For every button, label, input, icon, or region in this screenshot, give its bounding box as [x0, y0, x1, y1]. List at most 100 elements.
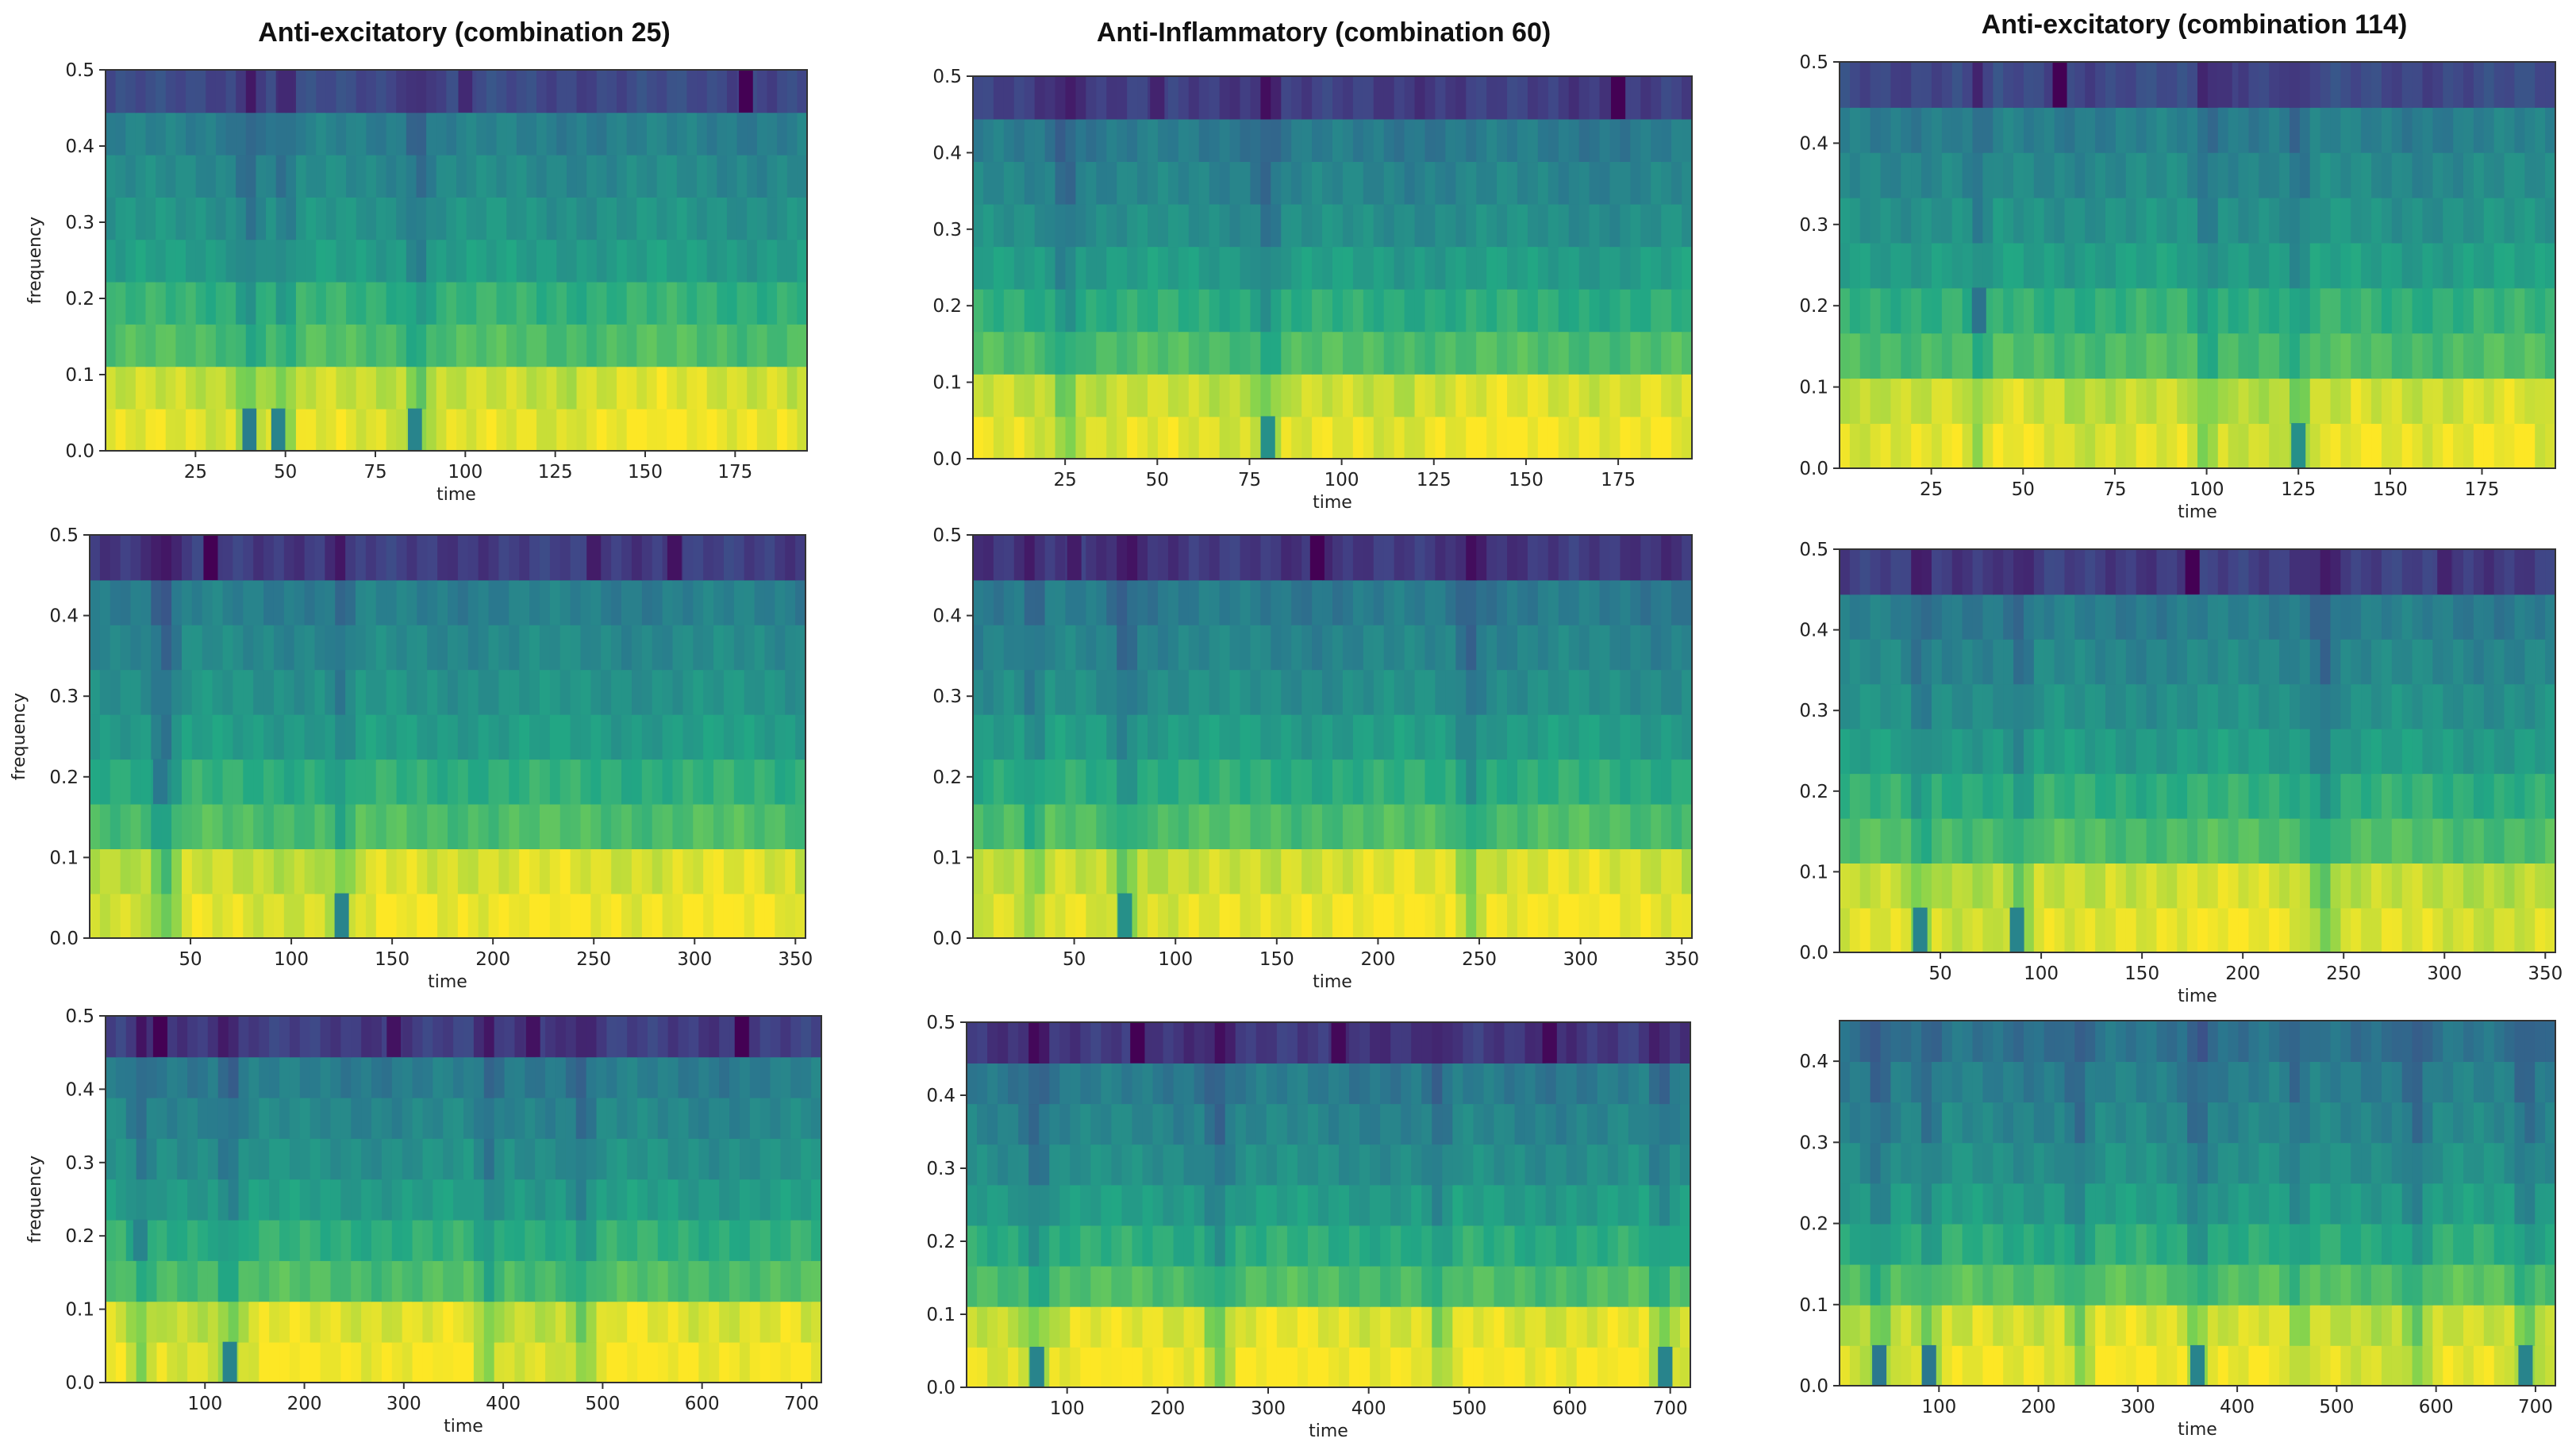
heatmap-cell [744, 893, 755, 939]
heatmap-cell [361, 1179, 372, 1221]
heatmap-cell [1671, 759, 1682, 805]
heatmap-cell [1640, 161, 1652, 205]
heatmap-cell [310, 1219, 321, 1261]
heatmap-cell [2504, 106, 2516, 153]
heatmap-cell [1671, 118, 1682, 163]
heatmap-cell [1972, 773, 1984, 819]
heatmap-cell [2238, 152, 2250, 198]
heatmap-cell [1312, 416, 1323, 460]
heatmap-cell [310, 1138, 321, 1180]
heatmap-cell [1404, 669, 1416, 715]
heatmap-cell [371, 1301, 383, 1343]
heatmap-cell [2483, 106, 2495, 153]
heatmap-cell [1260, 76, 1272, 120]
heatmap-cell [120, 579, 132, 625]
heatmap-cell [652, 535, 663, 581]
heatmap-cell [1620, 759, 1632, 805]
heatmap-cell [1941, 333, 1953, 379]
heatmap-cell [703, 535, 714, 581]
heatmap-cell [453, 1219, 464, 1261]
heatmap-cell [1127, 624, 1138, 671]
heatmap-cell [217, 1219, 229, 1261]
heatmap-cell [719, 1219, 730, 1261]
heatmap-cell [417, 669, 429, 715]
heatmap-cell [1157, 118, 1169, 163]
heatmap-cell [2340, 333, 2352, 379]
heatmap-cell [125, 1138, 137, 1180]
heatmap-cell [346, 239, 357, 283]
heatmap-cell [646, 239, 658, 283]
heatmap-cell [1157, 416, 1169, 460]
heatmap-cell [273, 535, 285, 581]
heatmap-cell [2085, 594, 2097, 640]
heatmap-cell [1558, 118, 1570, 163]
heatmap-cell [1096, 803, 1108, 850]
heatmap-cell [1517, 579, 1528, 625]
heatmap-cell [476, 112, 487, 156]
heatmap-cell [2033, 152, 2045, 198]
heatmap-cell [2207, 378, 2219, 425]
heatmap-cell [2545, 817, 2556, 864]
heatmap-cell [2146, 594, 2158, 640]
heatmap-cell [1599, 624, 1611, 671]
heatmap-cell [1414, 288, 1426, 333]
heatmap-cell [2524, 197, 2536, 244]
heatmap-cell [1044, 713, 1056, 760]
heatmap-cell [386, 112, 398, 156]
heatmap-cell [1373, 579, 1385, 625]
heatmap-cell [245, 239, 257, 283]
heatmap-cell [2340, 638, 2352, 685]
heatmap-cell [283, 713, 295, 760]
heatmap-cell [1178, 624, 1190, 671]
heatmap-cell [1630, 246, 1642, 290]
heatmap-cell [516, 197, 528, 240]
heatmap-cell [1148, 893, 1159, 939]
heatmap-cell [2167, 106, 2178, 153]
heatmap-cell [310, 1301, 321, 1343]
heatmap-cell [1307, 1184, 1319, 1226]
y-tick-label: 0.0 [932, 929, 962, 949]
heatmap-cell [1442, 1225, 1454, 1267]
heatmap-cell [406, 803, 418, 850]
heatmap-cell [2299, 773, 2311, 819]
heatmap-cell [386, 893, 398, 939]
heatmap-cell [811, 1097, 822, 1139]
heatmap-cell [519, 893, 530, 939]
heatmap-cell [1497, 848, 1508, 894]
heatmap-cell [356, 803, 367, 850]
heatmap-cell [987, 1184, 998, 1226]
heatmap-cell [1982, 62, 1994, 108]
heatmap-cell [606, 1179, 618, 1221]
heatmap-cell [2483, 773, 2495, 819]
heatmap-cell [1517, 713, 1528, 760]
heatmap-cell [1911, 863, 1922, 909]
heatmap-cell [1096, 118, 1108, 163]
heatmap-cell [1183, 1306, 1195, 1348]
heatmap-cell [739, 1341, 751, 1383]
heatmap-cell [1962, 728, 1974, 775]
heatmap-cell [1229, 118, 1241, 163]
heatmap-cell [504, 1016, 516, 1058]
heatmap-cell [1972, 907, 1984, 953]
heatmap-cell [2095, 62, 2106, 108]
heatmap-cell [406, 669, 418, 715]
heatmap-cell [1086, 759, 1098, 805]
heatmap-cell [167, 1097, 179, 1139]
heatmap-cell [2248, 423, 2260, 469]
heatmap-cell [2033, 907, 2045, 953]
heatmap-cell [222, 535, 234, 581]
heatmap-cell [1240, 416, 1251, 460]
heatmap-cell [2054, 817, 2066, 864]
heatmap-cell [478, 669, 490, 715]
heatmap-cell [2391, 773, 2403, 819]
heatmap-cell [1106, 416, 1118, 460]
heatmap-cell [136, 1138, 148, 1180]
heatmap-cell [1255, 1265, 1267, 1307]
heatmap-cell [2146, 106, 2158, 153]
heatmap-cell [120, 803, 132, 850]
heatmap-cell [386, 803, 398, 850]
heatmap-cell [177, 1260, 188, 1302]
heatmap-cell [222, 579, 234, 625]
heatmap-cell [2422, 638, 2434, 685]
heatmap-cell [786, 197, 798, 240]
